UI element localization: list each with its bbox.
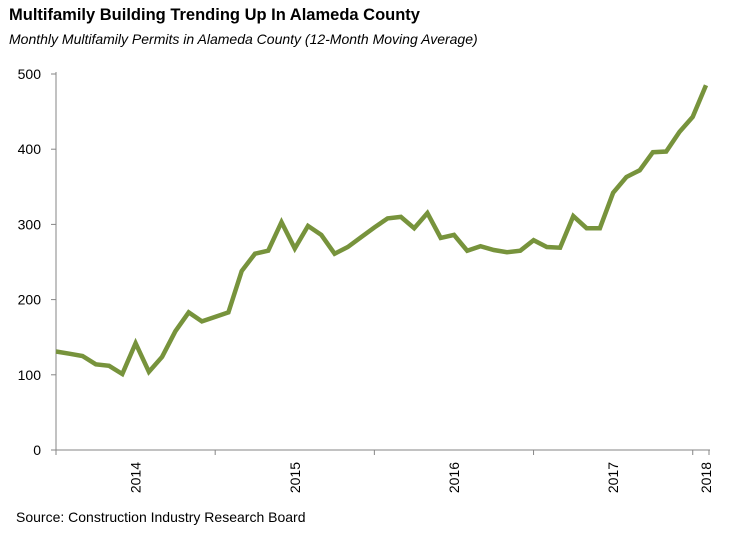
chart-subtitle: Monthly Multifamily Permits in Alameda C… <box>9 31 478 47</box>
source-note: Source: Construction Industry Research B… <box>16 509 306 525</box>
y-tick-label: 100 <box>18 367 42 383</box>
y-tick-label: 200 <box>18 292 42 308</box>
x-tick-label: 2016 <box>446 462 462 493</box>
y-tick-label: 0 <box>33 442 41 458</box>
series-line <box>55 84 709 378</box>
y-tick-label: 500 <box>18 66 42 82</box>
y-tick-label: 400 <box>18 141 42 157</box>
x-tick-label: 2015 <box>287 462 303 493</box>
chart-title: Multifamily Building Trending Up In Alam… <box>9 6 420 24</box>
x-tick-label: 2014 <box>128 462 144 493</box>
x-tick-label: 2017 <box>605 462 621 493</box>
y-tick-label: 300 <box>18 216 42 232</box>
y-axis: 0 100 200 300 400 500 <box>18 66 57 458</box>
series-group <box>55 84 709 378</box>
x-tick-label: 2018 <box>698 462 714 493</box>
x-axis: 2014 2015 2016 2017 2018 <box>55 449 714 493</box>
